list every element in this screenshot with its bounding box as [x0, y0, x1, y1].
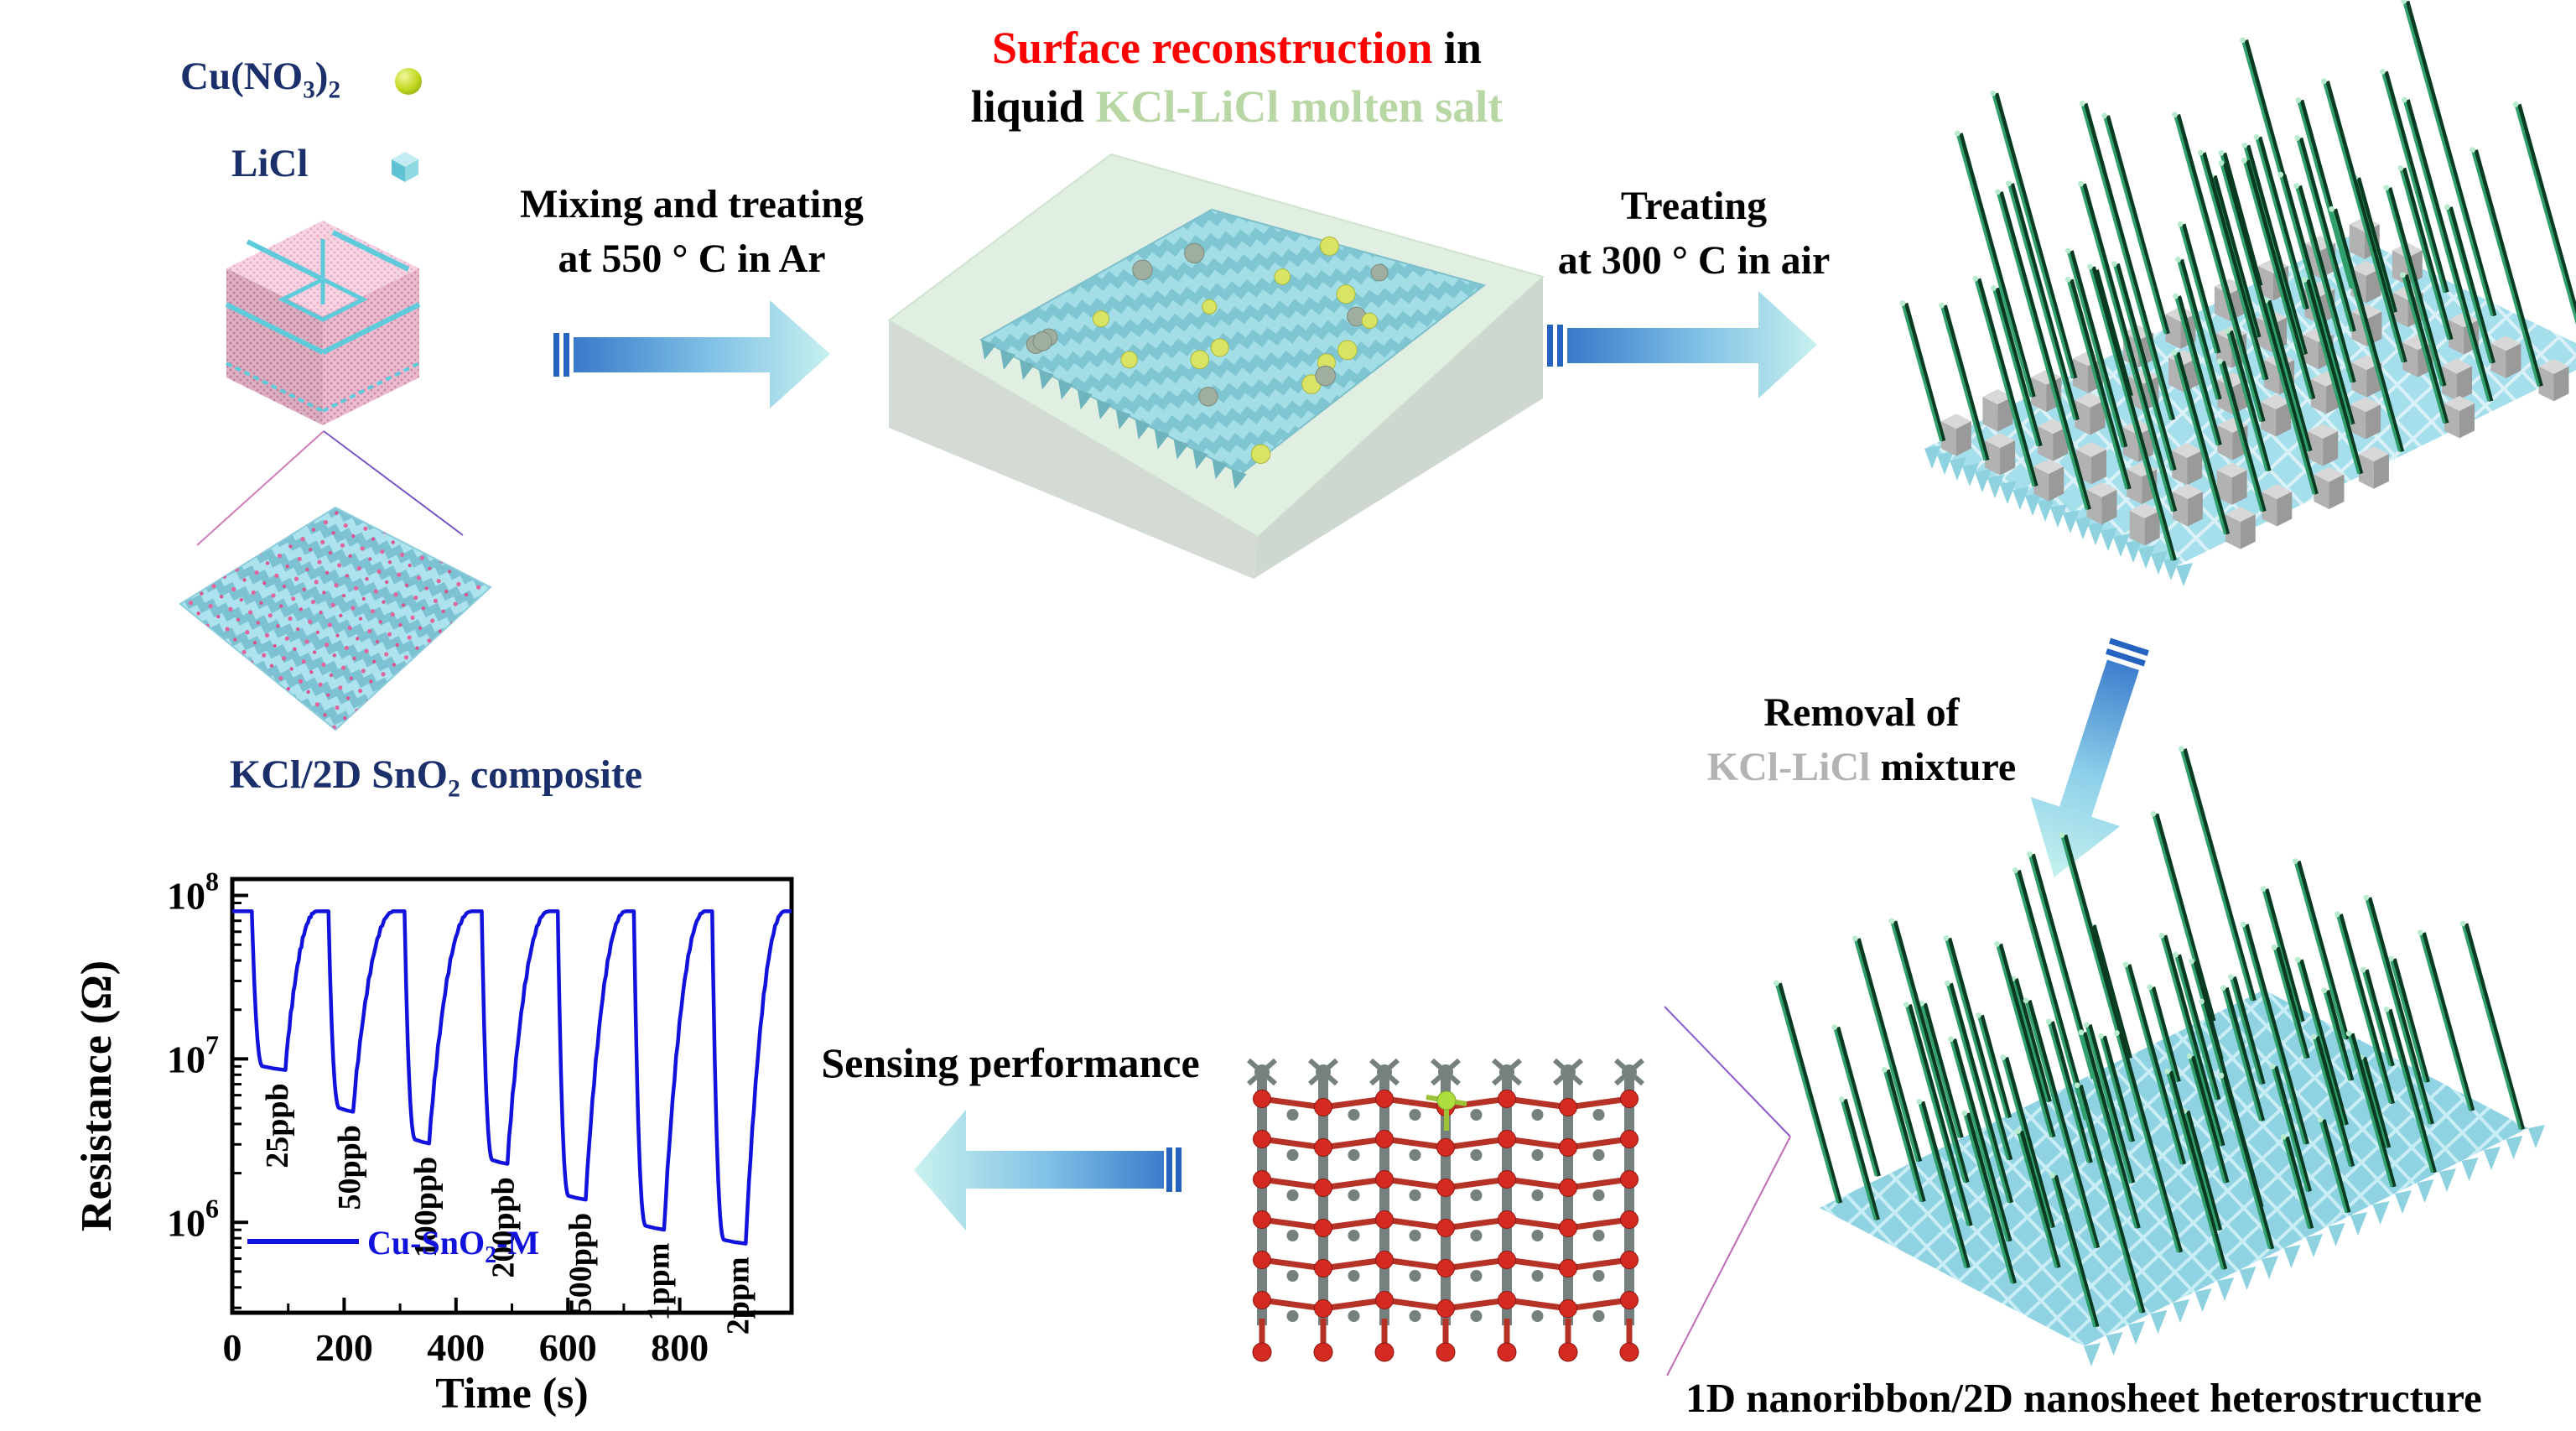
arrow-right-step2: [1547, 291, 1817, 398]
kcl-sno2-cube-illustration: [225, 221, 421, 425]
svg-text:Resistance (Ω): Resistance (Ω): [73, 960, 121, 1231]
svg-text:200: 200: [315, 1326, 373, 1369]
svg-text:1ppm: 1ppm: [641, 1243, 676, 1321]
svg-text:108: 108: [167, 866, 219, 918]
removal-label: Removal of KCl-LiCl mixture: [1706, 690, 2017, 789]
svg-text:400: 400: [427, 1326, 485, 1369]
svg-text:500ppb: 500ppb: [564, 1213, 599, 1314]
svg-text:600: 600: [539, 1326, 597, 1369]
svg-text:25ppb: 25ppb: [260, 1083, 295, 1168]
svg-text:0: 0: [223, 1326, 242, 1369]
licl-cube-icon: [392, 152, 418, 182]
heterostructure-illustration: [1773, 746, 2545, 1366]
svg-text:100ppb: 100ppb: [408, 1157, 444, 1257]
sensing-chart: 108 107 106 0 200 400 600 800 Time (s) Resistance…: [73, 866, 794, 1418]
cu-nitrate-sphere-icon: [395, 68, 422, 95]
sensing-label: Sensing performance: [821, 1039, 1200, 1086]
licl-label: LiCl: [231, 142, 309, 185]
step1-label: Mixing and treating at 550 ° C in Ar: [520, 182, 864, 281]
arrow-right-step1: [553, 300, 830, 408]
step2-label: Treating at 300 ° C in air: [1557, 184, 1831, 283]
composite-nanosheet-illustration: [179, 506, 492, 731]
svg-text:50ppb: 50ppb: [332, 1125, 367, 1210]
crystal-structure-illustration: [1247, 1058, 1644, 1362]
svg-text:Cu-SnO2-M: Cu-SnO2-M: [367, 1224, 539, 1268]
svg-text:2ppm: 2ppm: [721, 1257, 756, 1335]
molten-salt-illustration: [887, 153, 1545, 579]
svg-text:106: 106: [167, 1193, 219, 1244]
cu-nitrate-label: Cu(NO3)2: [180, 55, 341, 104]
arrow-down-removal: [2030, 637, 2149, 877]
arrow-left-sensing: [914, 1110, 1182, 1231]
svg-text:200ppb: 200ppb: [486, 1177, 521, 1277]
svg-text:107: 107: [167, 1029, 219, 1080]
molten-salt-title: Surface reconstruction in liquid KCl-LiC…: [970, 23, 1504, 133]
nanoribbon-cube-array-illustration: [1899, 0, 2576, 586]
composite-label: KCl/2D SnO2 composite: [229, 752, 643, 803]
svg-text:Time (s): Time (s): [435, 1370, 588, 1418]
heterostructure-label: 1D nanoribbon/2D nanosheet heterostructu…: [1685, 1375, 2482, 1421]
svg-text:800: 800: [651, 1326, 709, 1369]
